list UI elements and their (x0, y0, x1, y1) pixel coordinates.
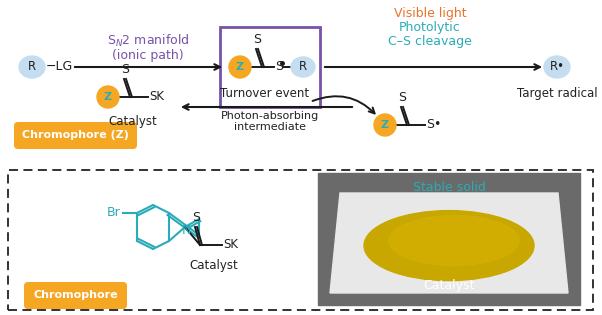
FancyBboxPatch shape (14, 122, 137, 149)
Text: N: N (181, 225, 191, 238)
FancyBboxPatch shape (24, 282, 127, 309)
Text: Turnover event: Turnover event (220, 87, 309, 100)
Text: Photon-absorbing: Photon-absorbing (221, 111, 319, 121)
Ellipse shape (544, 56, 570, 78)
Text: Stable solid: Stable solid (412, 181, 485, 194)
Text: C–S cleavage: C–S cleavage (388, 35, 472, 48)
Text: Photolytic: Photolytic (399, 21, 461, 34)
Text: Visible light: Visible light (394, 7, 467, 20)
Circle shape (97, 86, 119, 108)
Text: S: S (275, 60, 283, 72)
Circle shape (229, 56, 251, 78)
Text: S•: S• (426, 118, 441, 131)
Text: Catalyst: Catalyst (108, 115, 157, 128)
Ellipse shape (291, 57, 315, 77)
Text: Z: Z (104, 92, 112, 102)
Ellipse shape (364, 211, 534, 281)
Text: S: S (121, 63, 129, 76)
Text: S: S (253, 33, 261, 46)
Text: R: R (299, 60, 307, 73)
Bar (318, 173, 580, 305)
FancyBboxPatch shape (220, 27, 320, 107)
Ellipse shape (19, 56, 45, 78)
Text: SK: SK (149, 90, 164, 104)
Circle shape (374, 114, 396, 136)
Text: Catalyst: Catalyst (423, 278, 475, 291)
Text: Catalyst: Catalyst (190, 259, 238, 272)
Text: Chromophore: Chromophore (33, 290, 118, 301)
Text: Z: Z (236, 62, 244, 72)
Text: R•: R• (550, 60, 565, 73)
Text: S: S (398, 91, 406, 104)
Text: Z: Z (381, 120, 389, 130)
Text: intermediate: intermediate (234, 122, 306, 132)
Text: Br: Br (106, 207, 120, 220)
Ellipse shape (389, 215, 519, 266)
Polygon shape (330, 193, 568, 293)
Text: Target radical: Target radical (517, 87, 597, 100)
FancyBboxPatch shape (8, 170, 593, 310)
Text: Chromophore (Z): Chromophore (Z) (22, 130, 129, 140)
Text: −LG: −LG (46, 60, 73, 73)
Text: (ionic path): (ionic path) (112, 49, 184, 62)
Text: S$_N$2 manifold: S$_N$2 manifold (107, 33, 189, 49)
Text: SK: SK (223, 238, 238, 251)
Text: R: R (28, 60, 36, 73)
Text: S: S (192, 211, 200, 224)
